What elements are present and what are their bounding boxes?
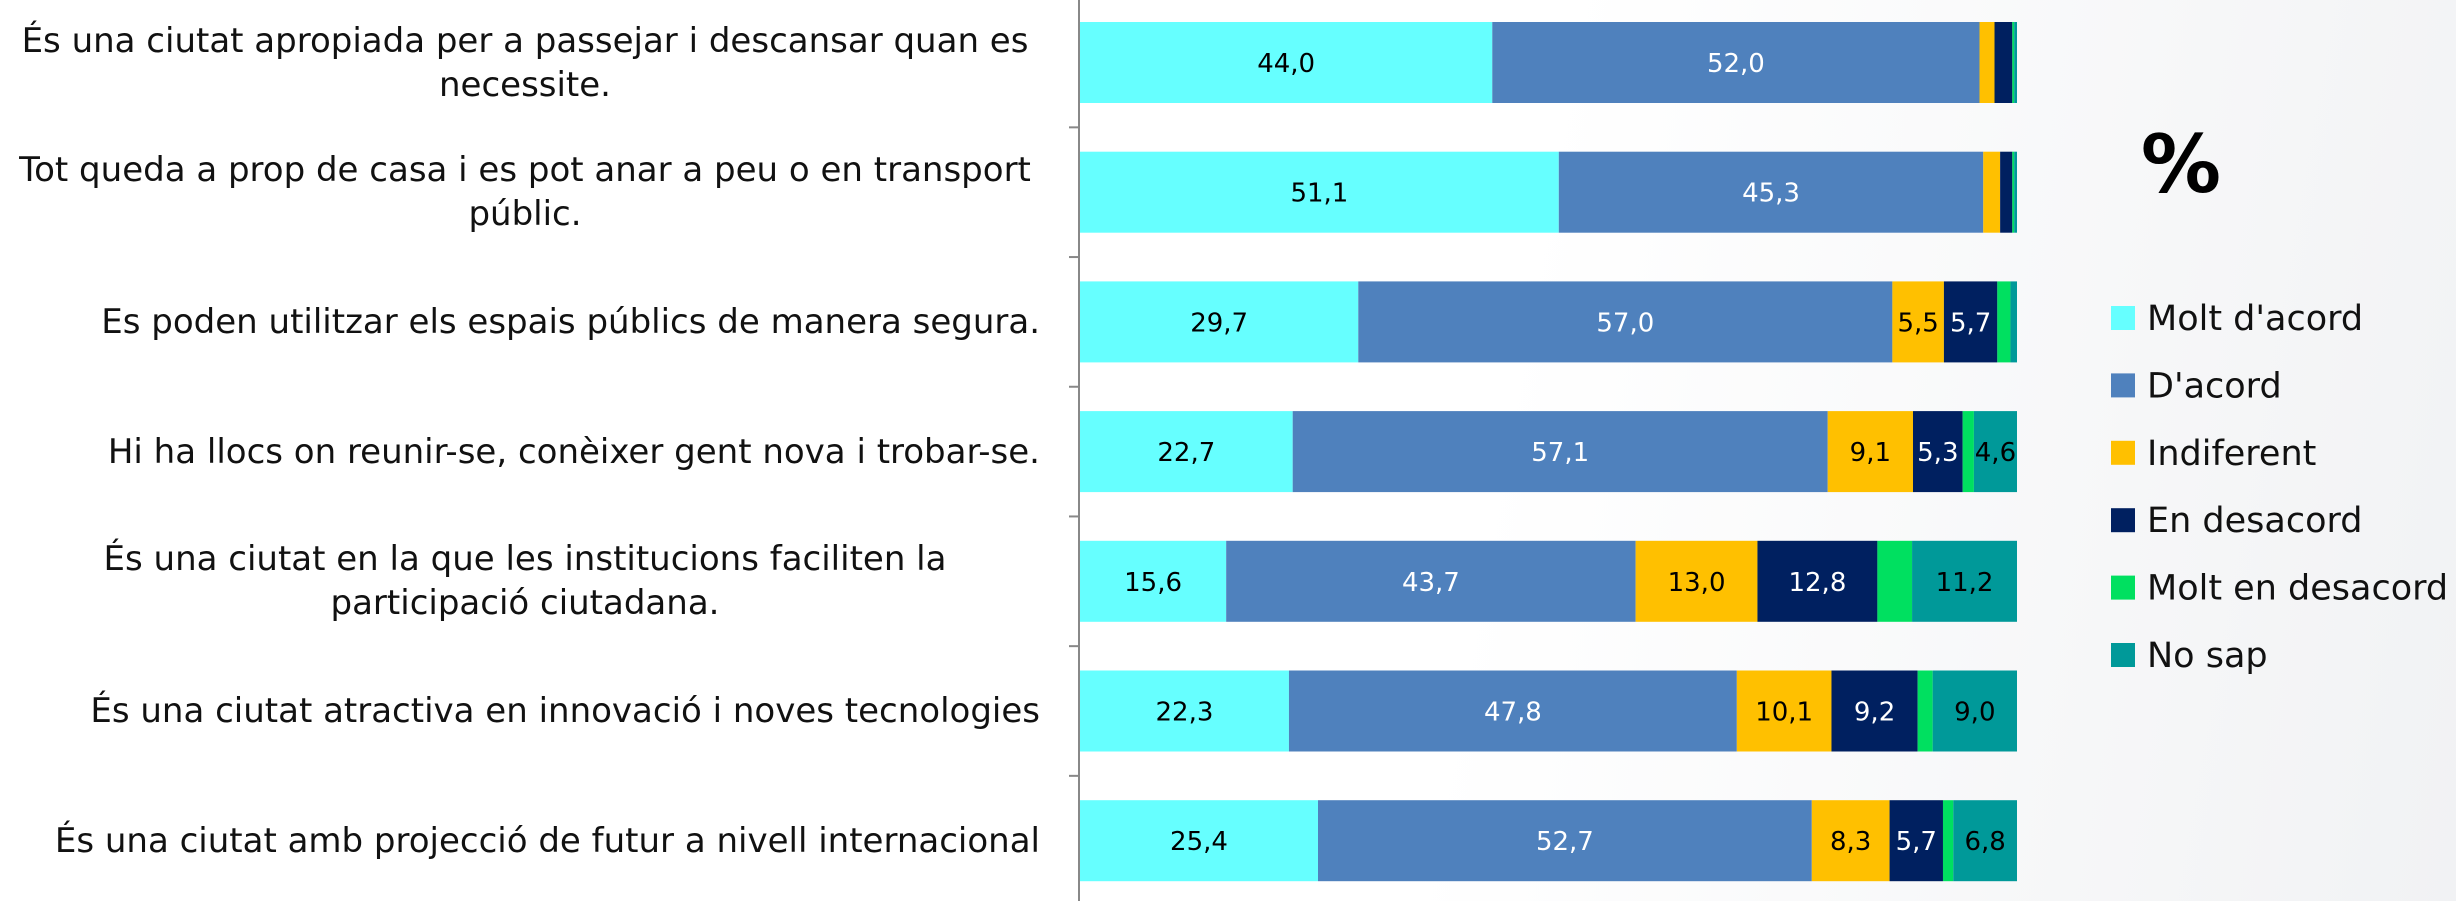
value-label: 43,7	[1402, 568, 1460, 598]
bar-segment	[1080, 22, 1493, 103]
bar-segment	[1831, 670, 1918, 752]
bar-segment	[1877, 540, 1913, 622]
bar-segment	[1917, 670, 1933, 752]
bar-segment	[1962, 411, 1974, 493]
category-label-box: És una ciutat amb projecció de futur a n…	[10, 786, 1040, 896]
bar-segment	[1912, 540, 2017, 622]
bar-segment	[1736, 670, 1832, 752]
bar-segment	[1979, 22, 1995, 103]
value-label: 51,1	[1290, 179, 1348, 209]
category-label: Hi ha llocs on reunir-se, conèixer gent …	[107, 431, 1040, 472]
value-label: 10,1	[1755, 698, 1813, 728]
value-label: 22,3	[1156, 698, 1214, 728]
legend-swatch	[2111, 508, 2135, 533]
bar-segment	[2014, 22, 2017, 103]
legend-swatch	[2111, 643, 2135, 667]
legend-label: Molt en desacord	[2147, 569, 2448, 609]
value-label: 4,6	[1975, 438, 2016, 468]
bar-segment	[1757, 540, 1878, 622]
bar-segment	[1288, 670, 1737, 752]
value-label: 45,3	[1742, 179, 1800, 209]
bar-segment	[1973, 411, 2017, 493]
value-label: 5,7	[1896, 827, 1937, 857]
bar-segment	[2014, 151, 2017, 233]
bar-segment	[1932, 670, 2017, 752]
bar-segment	[2010, 281, 2017, 363]
bar-segment	[1997, 281, 2011, 363]
bar-segment	[1080, 540, 1227, 622]
bar-segment	[1080, 151, 1559, 233]
legend-swatch	[2111, 373, 2135, 398]
bar-segment	[1827, 411, 1913, 493]
value-label: 44,0	[1257, 49, 1315, 79]
bar-segment	[2012, 151, 2015, 233]
value-label: 9,0	[1954, 698, 1995, 728]
category-label: És una ciutat atractiva en innovació i n…	[90, 691, 1040, 731]
legend-label: Indiferent	[2147, 434, 2316, 474]
legend-swatch	[2111, 575, 2135, 600]
value-label: 15,6	[1124, 568, 1182, 598]
bar-segment	[1317, 800, 1812, 882]
bar-segment	[2012, 22, 2015, 103]
value-label: 22,7	[1157, 438, 1215, 468]
bar-segment	[1080, 281, 1359, 363]
chart-title: %	[2141, 118, 2221, 211]
value-label: 9,2	[1854, 698, 1895, 728]
bar-segment	[1080, 411, 1293, 493]
value-label: 5,5	[1897, 308, 1938, 338]
bar-segment	[1889, 800, 1943, 882]
category-label-box: Es poden utilitzar els espais públics de…	[10, 267, 1040, 377]
bar-segment	[1892, 281, 1944, 363]
bar-segment	[1953, 800, 2017, 882]
legend-label: En desacord	[2147, 501, 2363, 541]
bar-segment	[1558, 151, 1984, 233]
bar-segment	[1811, 800, 1890, 882]
value-label: 5,3	[1917, 438, 1958, 468]
category-label-box: És una ciutat en la que les institucions…	[10, 526, 1040, 636]
bar-segment	[1983, 151, 2001, 233]
bar-segment	[1080, 670, 1289, 752]
legend-label: Molt d'acord	[2147, 299, 2363, 339]
category-label: És una ciutat en la que les institucions…	[103, 539, 947, 624]
category-label: Tot queda a prop de casa i es pot anar a…	[19, 150, 1031, 235]
value-label: 13,0	[1668, 568, 1726, 598]
bar-segment	[1226, 540, 1636, 622]
legend-swatch	[2111, 306, 2135, 330]
value-label: 11,2	[1936, 568, 1994, 598]
value-label: 12,8	[1788, 568, 1846, 598]
value-label: 25,4	[1170, 827, 1228, 857]
value-label: 47,8	[1484, 698, 1542, 728]
category-label-box: És una ciutat apropiada per a passejar i…	[10, 8, 1040, 118]
value-label: 29,7	[1190, 308, 1248, 338]
value-label: 52,7	[1536, 827, 1594, 857]
bar-segment	[1994, 22, 2013, 103]
bar-segment	[1943, 281, 1998, 363]
value-label: 57,1	[1531, 438, 1589, 468]
category-label: És una ciutat amb projecció de futur a n…	[54, 820, 1040, 861]
bar-segment	[1912, 411, 1963, 493]
category-label: Es poden utilitzar els espais públics de…	[101, 301, 1040, 342]
legend-label: D'acord	[2147, 366, 2282, 406]
bar-segment	[1635, 540, 1758, 622]
value-label: 6,8	[1964, 827, 2005, 857]
bar-segment	[1080, 800, 1318, 882]
bar-segment	[1942, 800, 1954, 882]
category-label-box: Tot queda a prop de casa i es pot anar a…	[10, 137, 1040, 247]
category-label-box: És una ciutat atractiva en innovació i n…	[10, 656, 1040, 766]
value-label: 5,7	[1950, 308, 1991, 338]
legend-label: No sap	[2147, 636, 2268, 676]
value-label: 9,1	[1850, 438, 1891, 468]
value-label: 57,0	[1596, 308, 1654, 338]
bar-segment	[1292, 411, 1828, 493]
value-label: 8,3	[1830, 827, 1871, 857]
bar-segment	[1358, 281, 1893, 363]
category-label: És una ciutat apropiada per a passejar i…	[21, 20, 1029, 105]
legend-swatch	[2111, 440, 2135, 465]
value-label: 52,0	[1707, 49, 1765, 79]
bar-segment	[1492, 22, 1980, 103]
category-label-box: Hi ha llocs on reunir-se, conèixer gent …	[10, 397, 1040, 507]
bar-segment	[2000, 151, 2013, 233]
